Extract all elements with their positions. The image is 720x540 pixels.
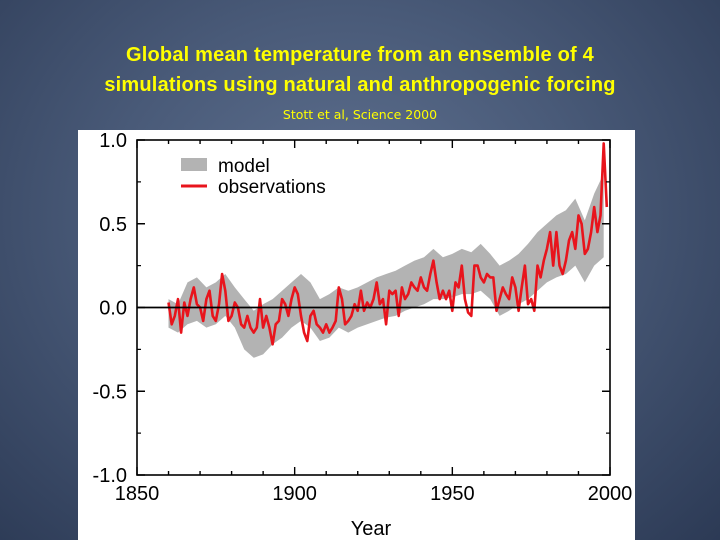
legend-label-observations: observations xyxy=(218,177,326,198)
y-tick-label: -1.0 xyxy=(93,465,127,487)
model-band-layer xyxy=(168,173,604,358)
slide-title-line-1: Global mean temperature from an ensemble… xyxy=(125,44,594,66)
slide-title: Global mean temperature from an ensemble… xyxy=(0,40,720,100)
legend-label-model: model xyxy=(218,156,270,177)
y-tick-label: 0.0 xyxy=(99,298,127,320)
x-tick-label: 1850 xyxy=(115,483,160,505)
y-tick-label: 1.0 xyxy=(99,130,127,152)
axes xyxy=(136,139,611,476)
model-band xyxy=(168,173,604,358)
slide-title-line-2: simulations using natural and anthropoge… xyxy=(104,74,616,96)
legend-swatch-model xyxy=(181,158,207,171)
x-tick-label: 1900 xyxy=(272,483,317,505)
citation: Stott et al, Science 2000 xyxy=(282,107,438,122)
x-tick-label: 2000 xyxy=(588,483,633,505)
y-tick-label: 0.5 xyxy=(99,214,127,236)
x-tick-label: 1950 xyxy=(430,483,475,505)
x-axis-title: Year xyxy=(351,518,392,540)
chart-panel: 1.0 0.5 0.0 -0.5 -1.0 1850 1900 1950 2000 model o… xyxy=(78,130,635,540)
y-tick-label: -0.5 xyxy=(93,381,127,403)
